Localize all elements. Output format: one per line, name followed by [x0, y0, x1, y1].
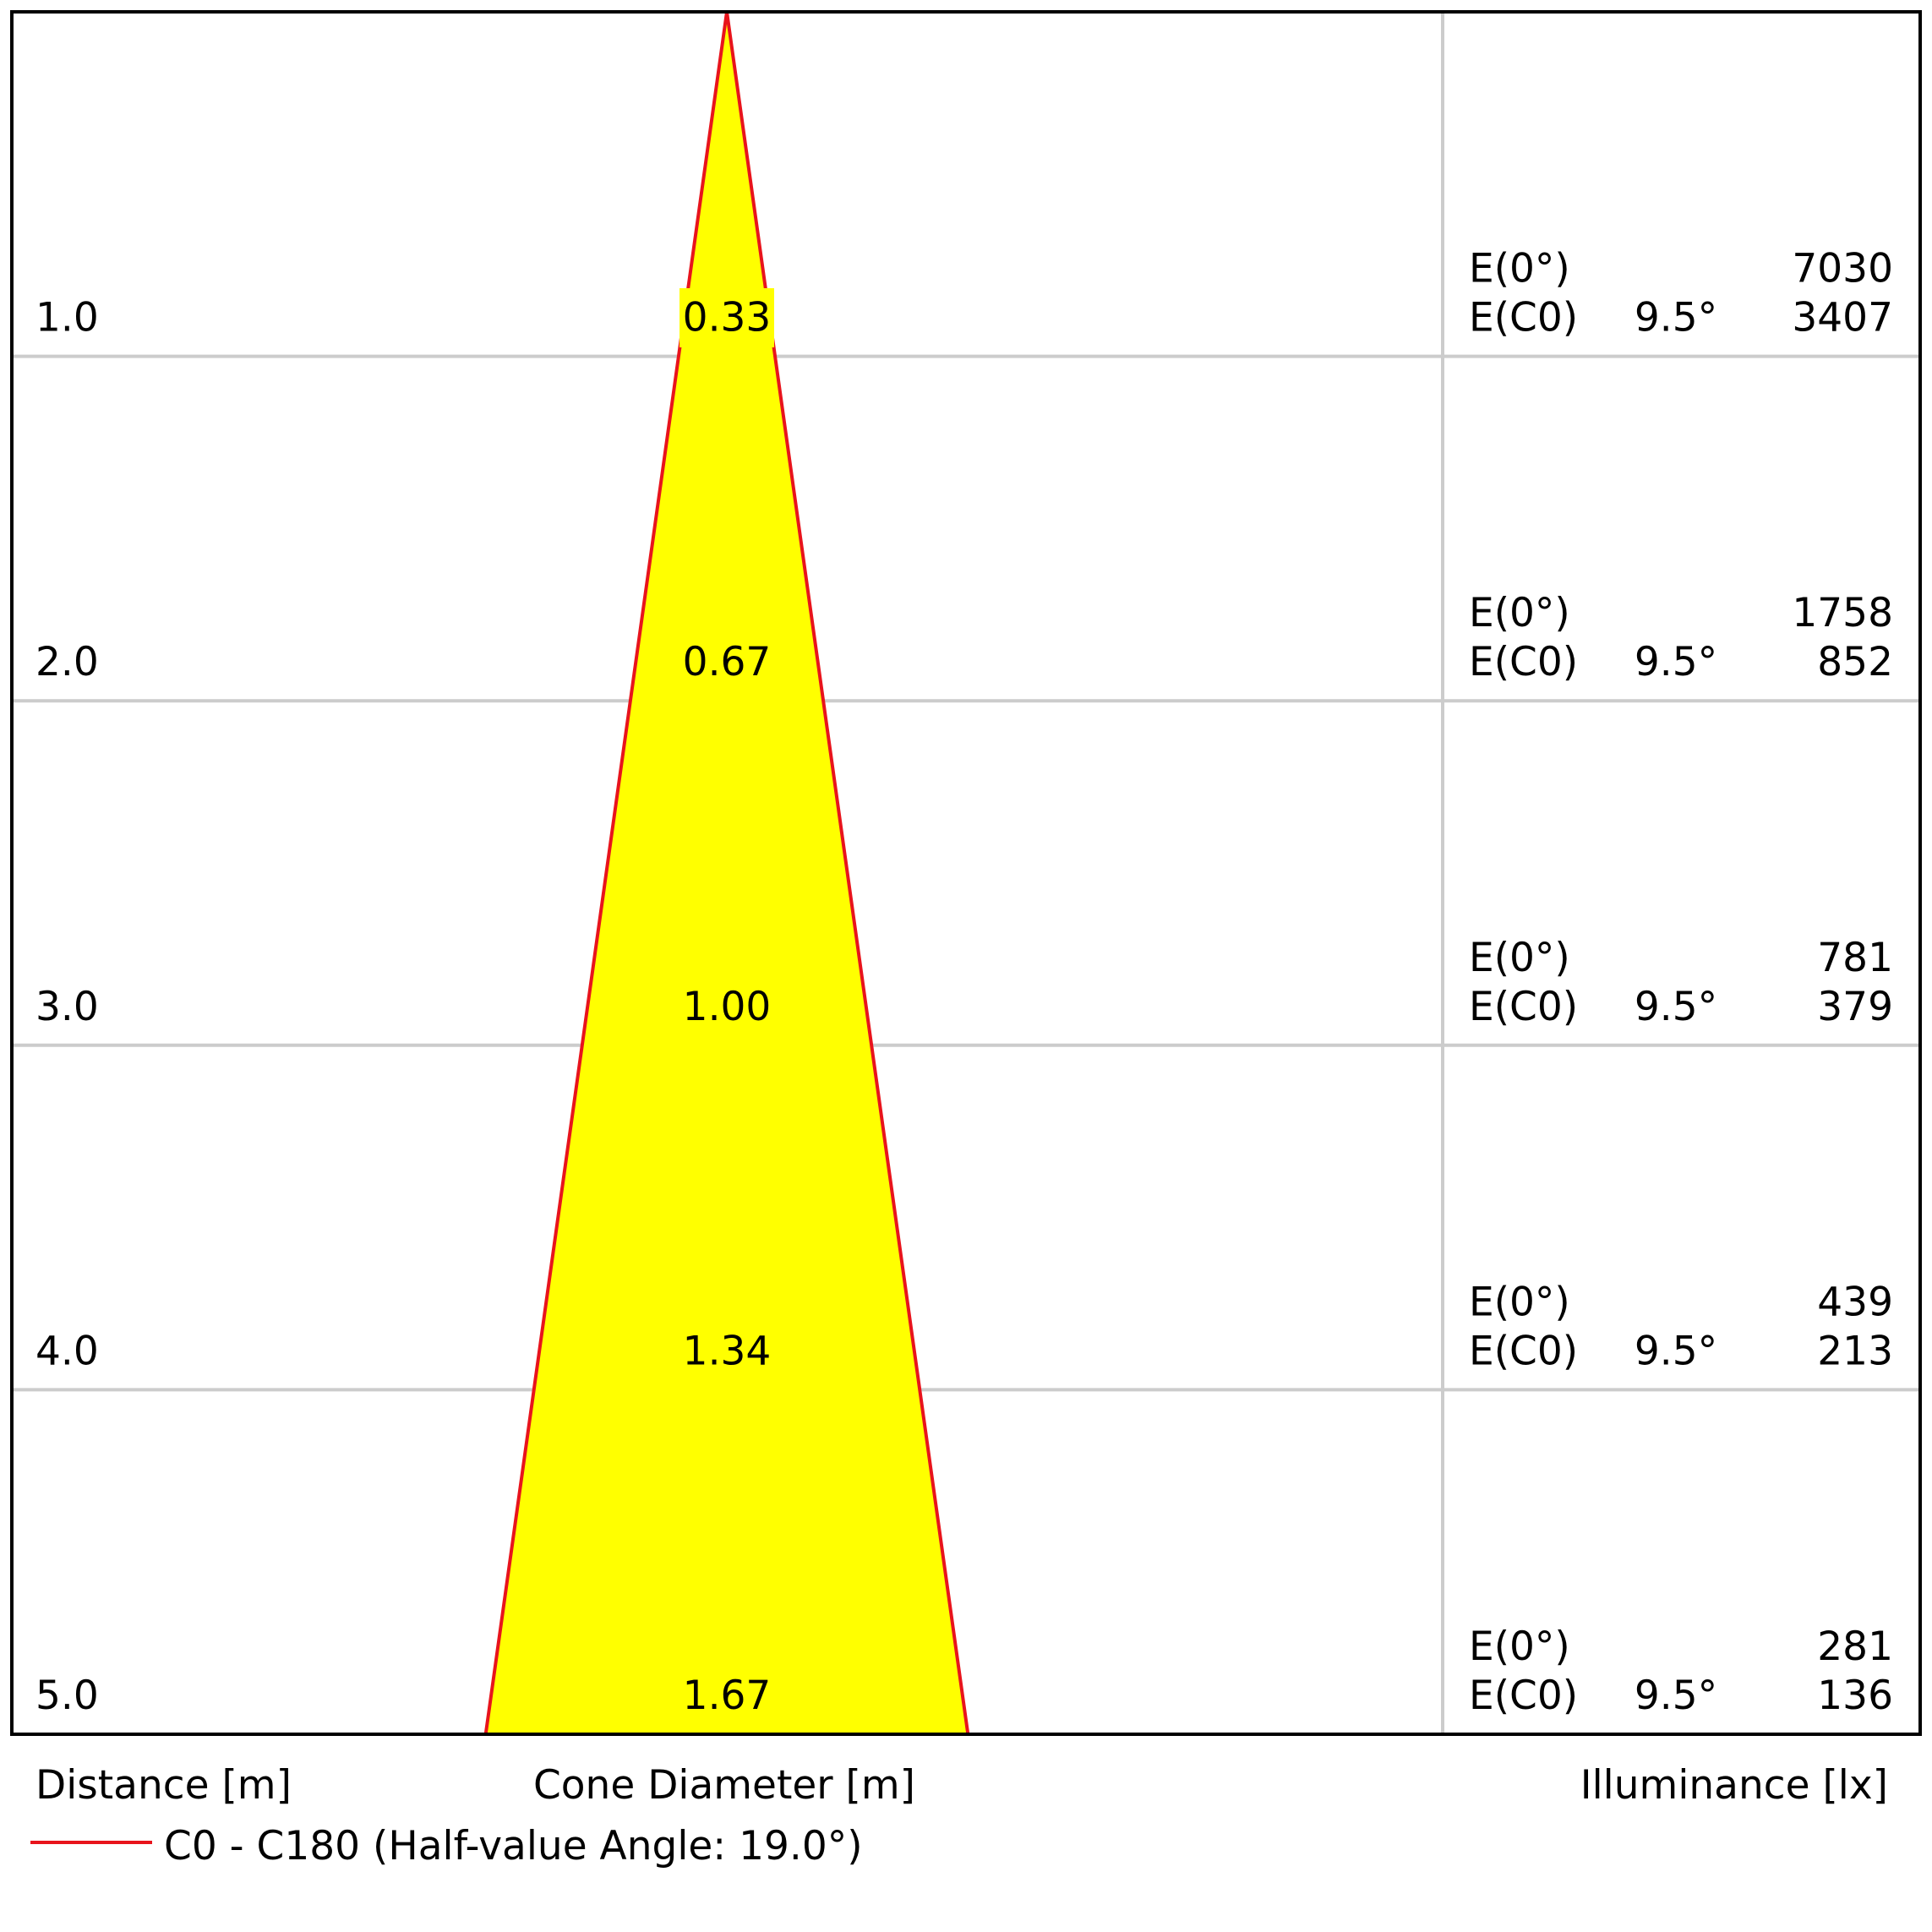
- cone-diameter-label: 1.67: [683, 1673, 772, 1719]
- row-4.0: 4.0 1.34 E(0°) 439 E(C0) 9.5° 213: [35, 1279, 1893, 1374]
- e0-label: E(0°): [1469, 1624, 1570, 1670]
- distance-label: 5.0: [35, 1673, 99, 1719]
- cone-diameter-label: 0.67: [683, 639, 772, 685]
- ec0-angle: 9.5°: [1635, 639, 1717, 685]
- distance-label: 1.0: [35, 295, 99, 341]
- e0-value: 781: [1817, 935, 1893, 981]
- distance-label: 4.0: [35, 1328, 99, 1374]
- e0-value: 7030: [1792, 246, 1893, 292]
- ec0-label: E(C0): [1469, 984, 1578, 1030]
- ec0-value: 213: [1817, 1328, 1893, 1374]
- label-background-1.0: [679, 288, 774, 347]
- ec0-value: 3407: [1792, 295, 1893, 341]
- ec0-label: E(C0): [1469, 1328, 1578, 1374]
- row-1.0: 1.0 0.33 E(0°) 7030 E(C0) 9.5° 3407: [35, 246, 1893, 341]
- label-masks: [679, 288, 774, 347]
- e0-value: 1758: [1792, 590, 1893, 636]
- cone-diameter-label: 0.33: [683, 295, 772, 341]
- ec0-angle: 9.5°: [1635, 295, 1717, 341]
- distance-rows: 1.0 0.33 E(0°) 7030 E(C0) 9.5° 3407 2.0 0.67 E(0°…: [35, 246, 1893, 1719]
- distance-label: 3.0: [35, 984, 99, 1030]
- ec0-value: 379: [1817, 984, 1893, 1030]
- e0-label: E(0°): [1469, 935, 1570, 981]
- e0-label: E(0°): [1469, 1279, 1570, 1325]
- distance-axis-label: Distance [m]: [35, 1762, 292, 1809]
- cone-diameter-label: 1.34: [683, 1328, 772, 1374]
- grid-lines: [12, 12, 1920, 1734]
- chart-border: [10, 10, 1922, 1736]
- ec0-angle: 9.5°: [1635, 1673, 1717, 1719]
- ec0-angle: 9.5°: [1635, 1328, 1717, 1374]
- ec0-value: 852: [1817, 639, 1893, 685]
- e0-value: 439: [1817, 1279, 1893, 1325]
- row-2.0: 2.0 0.67 E(0°) 1758 E(C0) 9.5° 852: [35, 590, 1893, 685]
- row-3.0: 3.0 1.00 E(0°) 781 E(C0) 9.5° 379: [35, 935, 1893, 1030]
- illuminance-axis-label: Illuminance [lx]: [1580, 1762, 1888, 1809]
- e0-label: E(0°): [1469, 590, 1570, 636]
- chart-frame: [10, 10, 1922, 1736]
- ec0-label: E(C0): [1469, 295, 1578, 341]
- e0-value: 281: [1817, 1624, 1893, 1670]
- cone-diameter-label: 1.00: [683, 984, 772, 1030]
- legend-label: C0 - C180 (Half-value Angle: 19.0°): [164, 1823, 863, 1869]
- e0-label: E(0°): [1469, 246, 1570, 292]
- ec0-angle: 9.5°: [1635, 984, 1717, 1030]
- ec0-label: E(C0): [1469, 1673, 1578, 1719]
- distance-label: 2.0: [35, 639, 99, 685]
- ec0-value: 136: [1817, 1673, 1893, 1719]
- cone-diameter-axis-label: Cone Diameter [m]: [533, 1762, 915, 1809]
- row-5.0: 5.0 1.67 E(0°) 281 E(C0) 9.5° 136: [35, 1624, 1893, 1719]
- ec0-label: E(C0): [1469, 639, 1578, 685]
- light-cone: [483, 11, 970, 1736]
